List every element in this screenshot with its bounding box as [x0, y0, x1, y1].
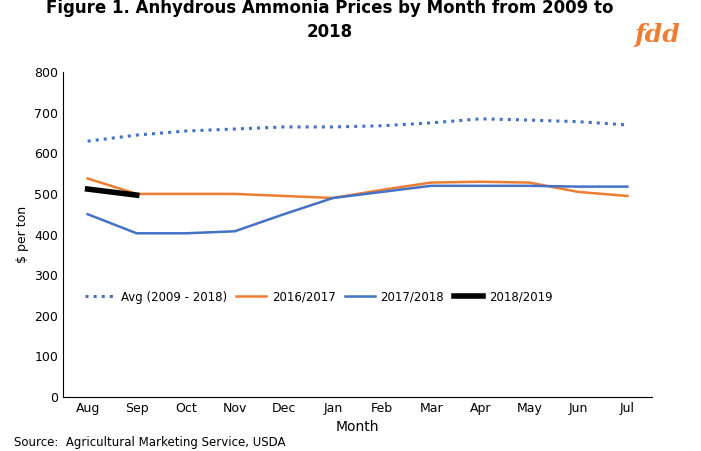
2018/2019 — [83, 186, 92, 192]
Avg (2009 - 2018) — [623, 122, 632, 128]
2017/2018 — [378, 189, 386, 195]
2017/2018 — [182, 230, 190, 236]
2017/2018 — [476, 183, 484, 189]
2016/2017 — [231, 191, 239, 197]
Text: Figure 1. Anhydrous Ammonia Prices by Month from 2009 to
2018: Figure 1. Anhydrous Ammonia Prices by Mo… — [46, 0, 613, 41]
Avg (2009 - 2018) — [182, 129, 190, 134]
2017/2018 — [427, 183, 435, 189]
2017/2018 — [83, 212, 92, 217]
2016/2017 — [329, 195, 337, 201]
Avg (2009 - 2018) — [280, 124, 288, 130]
2016/2017 — [623, 193, 632, 198]
Avg (2009 - 2018) — [574, 119, 583, 124]
Line: 2016/2017: 2016/2017 — [88, 179, 627, 198]
2017/2018 — [280, 212, 288, 217]
Avg (2009 - 2018) — [427, 120, 435, 125]
Text: Source:  Agricultural Marketing Service, USDA: Source: Agricultural Marketing Service, … — [14, 437, 285, 450]
Avg (2009 - 2018) — [329, 124, 337, 130]
2017/2018 — [132, 230, 141, 236]
2016/2017 — [476, 179, 484, 184]
X-axis label: Month: Month — [336, 420, 379, 434]
Avg (2009 - 2018) — [83, 138, 92, 144]
2017/2018 — [525, 183, 533, 189]
2017/2018 — [329, 195, 337, 201]
2016/2017 — [525, 180, 533, 185]
Avg (2009 - 2018) — [378, 123, 386, 129]
2016/2017 — [132, 191, 141, 197]
2016/2017 — [83, 176, 92, 181]
2016/2017 — [182, 191, 190, 197]
Avg (2009 - 2018) — [231, 126, 239, 132]
2016/2017 — [378, 187, 386, 193]
Legend: Avg (2009 - 2018), 2016/2017, 2017/2018, 2018/2019: Avg (2009 - 2018), 2016/2017, 2017/2018,… — [81, 286, 557, 308]
Avg (2009 - 2018) — [525, 117, 533, 123]
2016/2017 — [574, 189, 583, 195]
2016/2017 — [280, 193, 288, 198]
2017/2018 — [231, 229, 239, 234]
Avg (2009 - 2018) — [132, 133, 141, 138]
Text: fdd: fdd — [634, 23, 680, 47]
2018/2019 — [132, 193, 141, 198]
2017/2018 — [623, 184, 632, 189]
2016/2017 — [427, 180, 435, 185]
Line: 2018/2019: 2018/2019 — [88, 189, 137, 195]
2017/2018 — [574, 184, 583, 189]
Line: 2017/2018: 2017/2018 — [88, 186, 627, 233]
Line: Avg (2009 - 2018): Avg (2009 - 2018) — [88, 119, 627, 141]
Avg (2009 - 2018) — [476, 116, 484, 122]
Y-axis label: $ per ton: $ per ton — [15, 206, 29, 263]
